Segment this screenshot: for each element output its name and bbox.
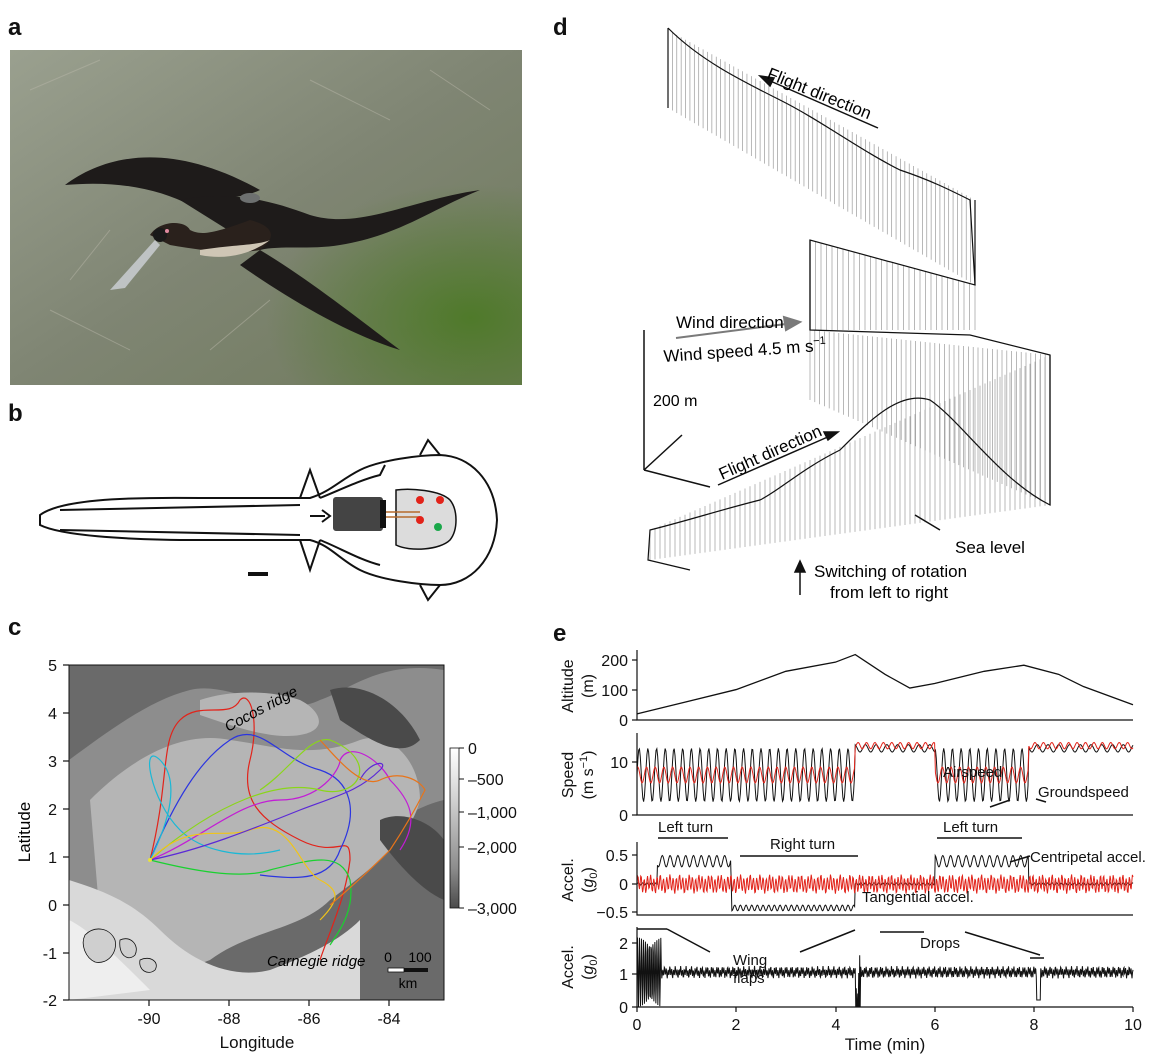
scale-label: 200 m [653,393,697,410]
alt-ytick: 100 [601,683,628,700]
altitude-ylabel: Altitude [560,659,577,712]
map-ytick: 3 [48,754,57,771]
map-ytick: -2 [43,993,57,1010]
time-xlabel: Time (min) [845,1035,926,1054]
map-xtick: -88 [217,1011,240,1028]
map-ytick: 5 [48,658,57,675]
altitude-ylabel-unit: (m) [580,674,597,698]
accel-ylabel: Accel. [560,858,577,902]
tangential-line [636,873,1134,894]
frigatebird-shape [65,157,480,350]
panel-label-d: d [553,14,568,41]
acc-ytick: 0 [619,877,628,894]
panel-label-c: c [8,614,22,641]
speed-ylabel-unit: (m s−1) [578,751,597,800]
groundspeed-line [636,743,1134,803]
acc-ytick: −0.5 [596,905,628,922]
colorbar-tick: –500 [468,772,504,789]
acc2-ytick: 0 [619,1000,628,1017]
map-ytick: 4 [48,706,57,723]
airspeed-label: Airspeed [943,764,1002,781]
left-turn-label-1: Left turn [658,819,713,836]
carnegie-ridge-label: Carnegie ridge [267,953,365,970]
drops-label: Drops [920,935,960,952]
sea-level-label: Sea level [955,538,1025,557]
acceleration-line [636,937,1134,1008]
panel-label-a: a [8,14,22,41]
map-xlabel: Longitude [220,1033,295,1052]
switching-label-1: Switching of rotation [814,562,967,581]
switching-label-2: from left to right [830,583,948,602]
map-xtick: -90 [137,1011,160,1028]
map-xtick: -86 [297,1011,320,1028]
panel-label-e: e [553,620,567,647]
time-xtick: 8 [1030,1017,1039,1034]
acc2-ytick: 2 [619,936,628,953]
map-ytick: 1 [48,850,57,867]
groundspeed-label: Groundspeed [1038,784,1129,801]
time-xtick: 0 [633,1017,642,1034]
colorbar-tick: –2,000 [468,840,517,857]
time-xtick: 4 [832,1017,841,1034]
time-xtick: 2 [732,1017,741,1034]
tangential-label: Tangential accel. [862,889,974,906]
panel-label-b: b [8,400,23,427]
colorbar-tick: 0 [468,741,477,758]
map-ytick: 2 [48,802,57,819]
colorbar-tick: –1,000 [468,805,517,822]
acc2-ytick: 1 [619,967,628,984]
map-ylabel: Latitude [15,802,34,863]
bird-photo [10,50,522,385]
accel2-ylabel: Accel. [560,945,577,989]
map-ytick: 0 [48,898,57,915]
speed-ytick: 0 [619,808,628,825]
colorbar [449,747,460,909]
flaps-label: flaps [733,970,765,987]
time-xtick: 10 [1124,1017,1142,1034]
airspeed-line [636,741,1134,784]
wing-label: Wing [733,952,767,969]
right-turn-label: Right turn [770,836,835,853]
left-turn-label-2: Left turn [943,819,998,836]
map-xtick: -84 [377,1011,400,1028]
altitude-line [636,653,1134,715]
scalebar-unit: km [399,975,418,991]
centripetal-label: Centripetal accel. [1030,849,1146,866]
speed-ylabel: Speed [560,752,577,798]
scalebar-hundred: 100 [408,949,432,965]
speed-ytick: 10 [610,755,628,772]
tracks [149,697,426,961]
time-xtick: 6 [931,1017,940,1034]
acc-ytick: 0.5 [606,848,628,865]
alt-ytick: 0 [619,713,628,730]
scalebar-zero: 0 [384,949,392,965]
colorbar-tick: –3,000 [468,901,517,918]
map-ytick: -1 [43,946,57,963]
alt-ytick: 200 [601,653,628,670]
accel2-ylabel-unit: (g0) [580,954,600,980]
wind-direction-label: Wind direction [676,313,784,332]
accel-ylabel-unit: (g0) [580,867,600,893]
